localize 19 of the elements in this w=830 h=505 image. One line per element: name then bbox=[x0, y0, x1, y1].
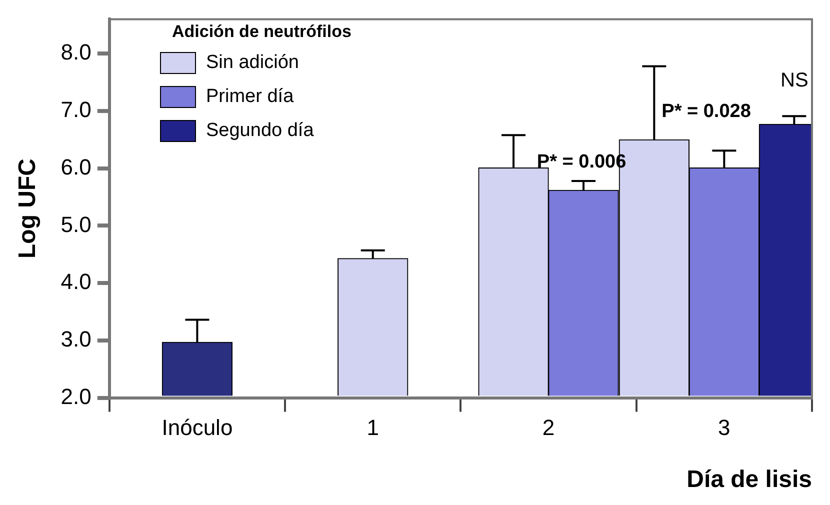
x-axis-title: Día de lisis bbox=[686, 466, 812, 494]
y-tick-label: 3.0 bbox=[60, 326, 92, 352]
legend-label: Segundo día bbox=[206, 120, 314, 142]
x-tick-label: 3 bbox=[718, 415, 730, 440]
y-tick-label: 2.0 bbox=[60, 384, 92, 409]
y-tick-label: 4.0 bbox=[60, 269, 92, 294]
y-tick-label: 6.0 bbox=[60, 154, 92, 180]
y-tick-label: 7.0 bbox=[60, 97, 92, 122]
y-axis-title: Log UFC bbox=[14, 158, 42, 258]
legend-label: Primer día bbox=[206, 86, 294, 108]
legend-label: Sin adición bbox=[206, 52, 299, 74]
annotation: NS bbox=[780, 69, 808, 92]
legend-title: Adición de neutrófilos bbox=[172, 22, 352, 42]
x-tick-label: 1 bbox=[366, 415, 379, 440]
annotation: P* = 0.028 bbox=[662, 101, 751, 122]
x-tick-label: Inóculo bbox=[162, 415, 233, 440]
y-tick-label: 8.0 bbox=[60, 40, 92, 65]
x-tick-label: 2 bbox=[542, 415, 555, 440]
y-tick-label: 5.0 bbox=[60, 212, 92, 237]
